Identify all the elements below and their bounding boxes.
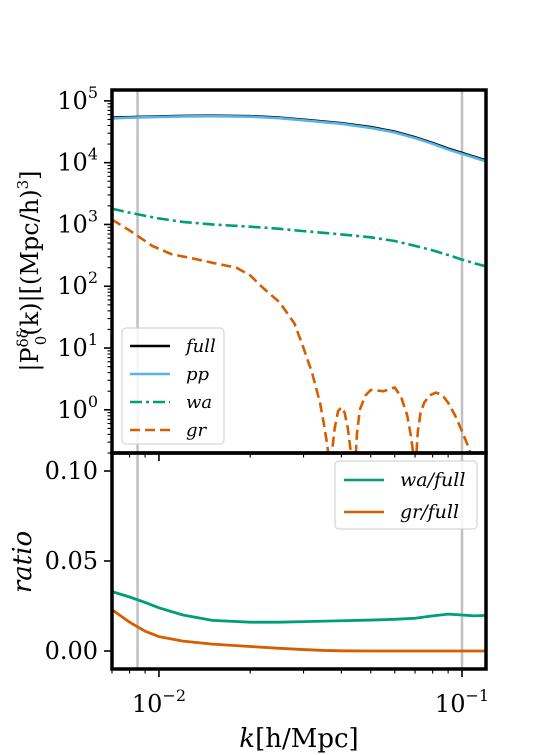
bottom-y-tick-label-0.05: 0.05: [45, 547, 98, 575]
top-y-label-post: (k)|[(Mpc/h): [16, 189, 45, 335]
top-y-tick-label-5: 105: [57, 83, 98, 115]
bottom-legend: wa/full gr/full: [334, 460, 478, 530]
bottom-axes-frame: [110, 451, 488, 671]
top-y-axis-label: |Pδδ0(k)|[(Mpc/h)3]: [14, 170, 50, 371]
top-y-label-pre: |P: [16, 347, 45, 371]
top-legend: full pp wa gr: [121, 327, 225, 445]
bottom-y-tick-label-0.10: 0.10: [45, 457, 98, 485]
x-tick-label-−1: 10−1: [435, 686, 489, 718]
legend-label-gr: gr: [186, 420, 208, 441]
top-y-tick-label-2: 102: [57, 268, 98, 300]
legend-label-full: full: [184, 336, 216, 357]
top-y-label-sub: 0: [32, 336, 50, 346]
legend-label-pp: pp: [186, 364, 210, 385]
series-gr-full: [112, 608, 486, 653]
bottom-y-ticks: 0.00 0.05 0.10: [45, 457, 112, 665]
series-gr: [112, 218, 472, 453]
series-full: [112, 114, 486, 162]
top-y-label-close: ]: [16, 170, 44, 179]
series-wa: [112, 207, 486, 268]
top-y-tick-label-4: 104: [57, 145, 98, 177]
x-axis-label: k[h/Mpc]: [239, 724, 358, 754]
top-legend-box: [121, 327, 225, 445]
bottom-x-ticks: 10−2 10−1: [111, 669, 489, 718]
top-y-tick-label-3: 103: [57, 206, 98, 238]
bottom-series-group: [112, 590, 486, 653]
top-y-ticks: 100 101 102 103 104 105: [57, 83, 112, 454]
top-y-tick-label-1: 101: [57, 330, 98, 362]
bottom-y-axis-label: ratio: [8, 531, 38, 593]
bottom-y-tick-label-0.00: 0.00: [45, 637, 98, 665]
x-label-k: k: [239, 724, 255, 754]
x-tick-label-−2: 10−2: [132, 686, 186, 718]
top-y-label-sup: δδ: [14, 329, 32, 347]
legend-label-wa-full: wa/full: [400, 469, 465, 491]
x-label-bracket: [h/Mpc]: [255, 724, 359, 754]
series-pp: [112, 114, 486, 163]
series-wa-full: [112, 590, 486, 624]
top-series-group: [112, 114, 486, 453]
top-y-tick-label-0: 100: [57, 392, 98, 424]
top-y-label-sup2: 3: [14, 180, 32, 190]
legend-label-gr-full: gr/full: [400, 501, 459, 523]
legend-label-wa: wa: [186, 392, 212, 413]
